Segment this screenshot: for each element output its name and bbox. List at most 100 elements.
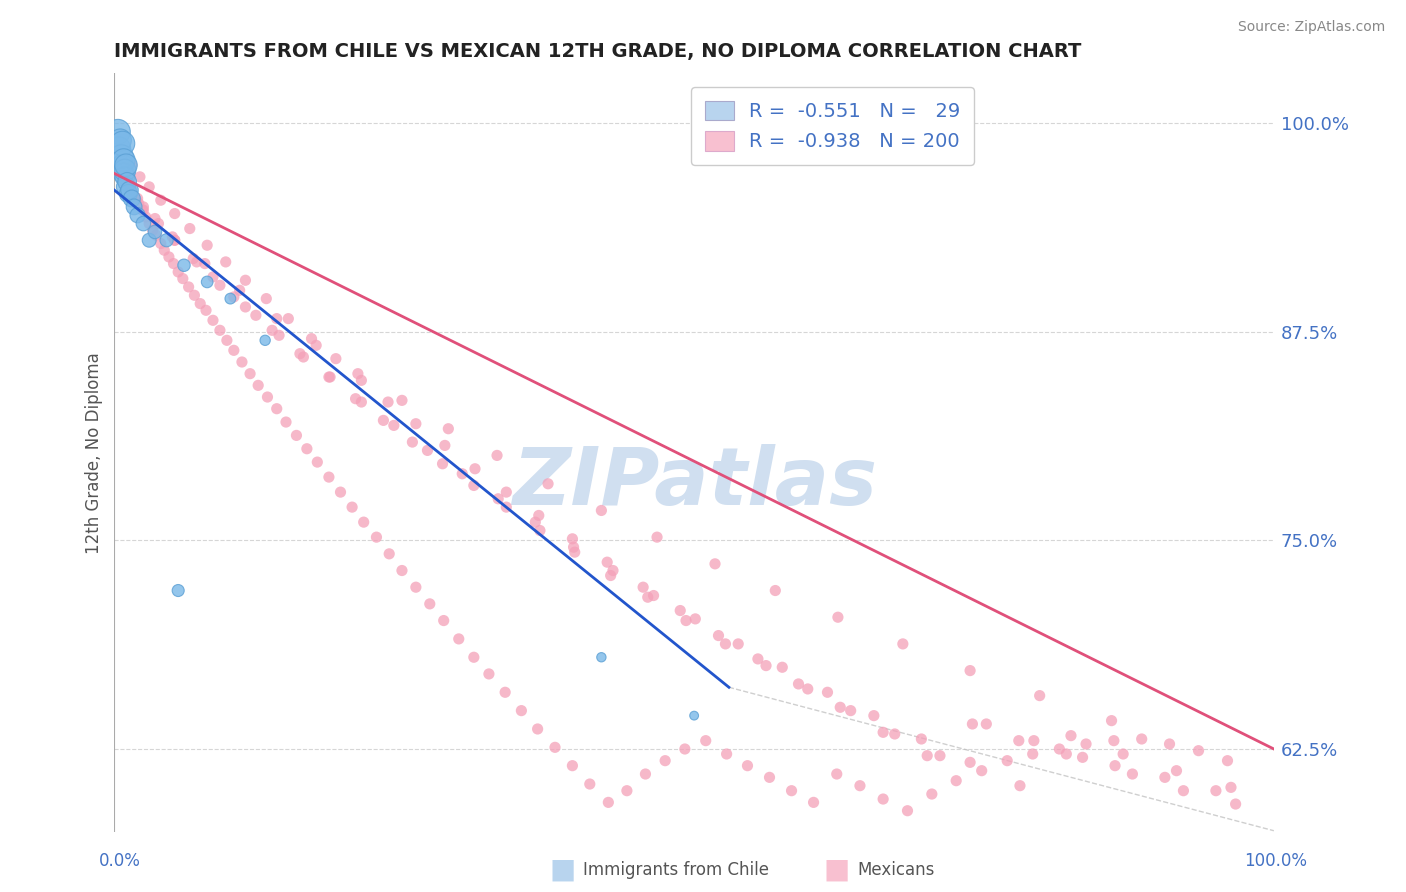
Point (1121, 767, 1143, 781)
Point (114, 169, 136, 184)
Point (138, 217, 160, 231)
Text: ■: ■ (550, 855, 575, 884)
Point (495, 485, 517, 500)
Point (695, 733, 717, 747)
Point (463, 650, 485, 665)
Point (153, 244, 176, 258)
Point (112, 167, 135, 181)
Point (727, 637, 749, 651)
Point (1130, 731, 1153, 746)
Point (318, 370, 340, 384)
Point (929, 748, 952, 763)
Point (266, 311, 288, 326)
Point (143, 225, 166, 239)
Point (267, 328, 290, 343)
Point (143, 211, 166, 226)
Point (432, 457, 454, 471)
Point (366, 530, 388, 544)
Point (1187, 744, 1209, 758)
Text: 100.0%: 100.0% (1244, 852, 1308, 870)
Point (155, 233, 177, 247)
Point (1022, 733, 1045, 747)
Point (329, 485, 352, 500)
Point (883, 727, 905, 741)
Point (127, 208, 149, 222)
Point (544, 740, 567, 755)
Point (262, 323, 284, 337)
Point (122, 190, 145, 204)
Point (118, 183, 141, 197)
Point (464, 462, 486, 476)
Point (235, 300, 257, 314)
Point (194, 257, 217, 271)
Point (112, 153, 135, 168)
Point (1154, 770, 1177, 784)
Point (108, 133, 131, 147)
Point (114, 163, 136, 178)
Point (747, 652, 769, 666)
Point (1101, 714, 1123, 728)
Point (132, 203, 155, 218)
Point (382, 418, 405, 433)
Point (172, 271, 194, 285)
Point (195, 275, 218, 289)
Point (115, 179, 138, 194)
Point (1225, 797, 1247, 811)
Point (145, 228, 167, 243)
Point (108, 141, 131, 155)
Point (247, 378, 270, 392)
Point (763, 583, 786, 598)
Point (391, 393, 413, 408)
Point (208, 278, 231, 293)
Point (340, 500, 363, 515)
Point (637, 591, 659, 605)
Point (825, 767, 848, 781)
Point (149, 236, 172, 251)
Point (707, 629, 730, 643)
Point (849, 779, 872, 793)
Point (755, 658, 778, 673)
Point (995, 754, 1018, 768)
Point (188, 296, 211, 310)
Point (1104, 758, 1126, 772)
Point (295, 442, 318, 456)
Point (737, 758, 759, 772)
Point (803, 796, 825, 810)
Point (208, 323, 231, 337)
Point (173, 258, 195, 272)
Point (962, 717, 984, 731)
Point (1008, 779, 1031, 793)
Point (353, 515, 375, 529)
Point (115, 158, 138, 172)
Point (325, 351, 347, 366)
Point (524, 515, 547, 529)
Point (347, 367, 370, 381)
Point (675, 614, 697, 628)
Point (125, 193, 148, 207)
Point (127, 192, 149, 206)
Point (107, 125, 129, 139)
Point (132, 200, 155, 214)
Point (163, 233, 186, 247)
Point (285, 428, 308, 442)
Point (148, 217, 170, 231)
Point (162, 257, 184, 271)
Point (256, 390, 278, 404)
Point (245, 308, 267, 322)
Point (215, 334, 238, 348)
Point (1166, 764, 1188, 778)
Point (110, 150, 132, 164)
Point (201, 313, 224, 327)
Point (872, 725, 894, 739)
Point (1173, 783, 1195, 797)
Point (669, 603, 692, 617)
Point (634, 767, 657, 781)
Point (478, 667, 501, 681)
Point (437, 422, 460, 436)
Point (111, 158, 134, 172)
Point (654, 754, 676, 768)
Point (863, 708, 886, 723)
Point (599, 568, 621, 582)
Point (181, 252, 204, 266)
Point (118, 183, 141, 197)
